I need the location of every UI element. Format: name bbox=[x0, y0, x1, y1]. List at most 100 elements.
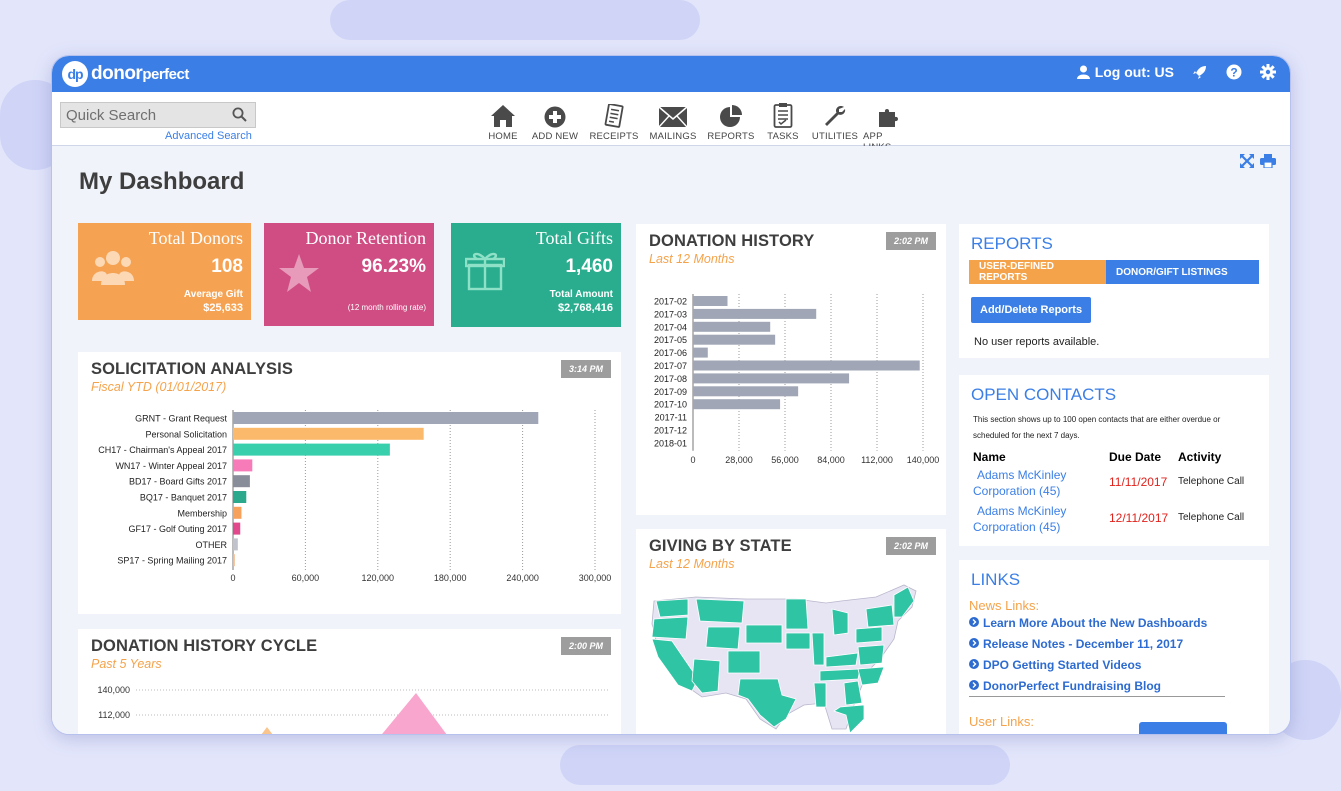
solicitation-analysis-card: SOLICITATION ANALYSIS Fiscal YTD (01/01/… bbox=[78, 352, 621, 614]
bar bbox=[693, 347, 708, 358]
state-texas bbox=[737, 678, 797, 728]
print-icon[interactable] bbox=[1260, 154, 1276, 173]
category-label: 2017-04 bbox=[654, 322, 687, 332]
expand-icon[interactable] bbox=[1240, 154, 1254, 173]
category-label: 2017-05 bbox=[654, 335, 687, 345]
nav-home[interactable]: HOME bbox=[481, 100, 525, 153]
category-label: BD17 - Board Gifts 2017 bbox=[129, 477, 227, 487]
contact-name-link[interactable]: Adams McKinley Corporation (45) bbox=[973, 504, 1067, 534]
tile-sub-label: Average Gift bbox=[183, 289, 243, 300]
card-title: DONATION HISTORY bbox=[649, 232, 815, 250]
category-label: CH17 - Chairman's Appeal 2017 bbox=[98, 445, 227, 455]
quick-search bbox=[60, 102, 256, 128]
state-new-england bbox=[893, 586, 915, 618]
dashboard-content: My Dashboard Total Donors 108 Average Gi… bbox=[52, 146, 1290, 734]
total-donors-tile[interactable]: Total Donors 108 Average Gift $25,633 bbox=[78, 223, 251, 320]
tile-title: Total Gifts bbox=[535, 228, 613, 248]
rocket-icon[interactable] bbox=[1192, 64, 1208, 80]
tile-title: Total Donors bbox=[148, 228, 243, 248]
state-colorado bbox=[727, 650, 761, 674]
column-header-due-date: Due Date bbox=[1109, 450, 1162, 464]
news-links-label: News Links: bbox=[969, 598, 1040, 613]
bar bbox=[233, 427, 424, 440]
bar bbox=[693, 296, 728, 306]
nav-mailings[interactable]: MAILINGS bbox=[643, 100, 703, 153]
logo-mark: dp bbox=[62, 61, 88, 87]
links-card: LINKS News Links: Learn More About the N… bbox=[959, 560, 1269, 734]
nav-add-new[interactable]: ADD NEW bbox=[525, 100, 585, 153]
tab-donor-gift-listings[interactable]: DONOR/GIFT LISTINGS bbox=[1106, 260, 1259, 284]
bar bbox=[233, 554, 235, 567]
bar bbox=[693, 373, 850, 384]
total-gifts-tile[interactable]: Total Gifts 1,460 Total Amount $2,768,41… bbox=[451, 223, 621, 327]
tab-user-defined-reports[interactable]: USER-DEFINED REPORTS bbox=[969, 260, 1106, 284]
y-tick-label: 112,000 bbox=[98, 710, 130, 720]
gear-icon[interactable] bbox=[1260, 64, 1276, 80]
search-icon[interactable] bbox=[232, 107, 247, 127]
bar bbox=[693, 399, 781, 410]
news-link[interactable]: DonorPerfect Fundraising Blog bbox=[969, 679, 1207, 693]
add-delete-reports-button[interactable]: Add/Delete Reports bbox=[971, 297, 1092, 323]
state-washington bbox=[655, 598, 689, 618]
x-tick-label: 0 bbox=[230, 573, 235, 583]
links-divider bbox=[969, 696, 1225, 697]
nav-utilities[interactable]: UTILITIES bbox=[807, 100, 863, 153]
category-label: 2017-08 bbox=[654, 374, 687, 384]
top-right-menu: Log out: US ? bbox=[1076, 64, 1276, 80]
news-link[interactable]: DPO Getting Started Videos bbox=[969, 658, 1207, 672]
news-links-list: Learn More About the New Dashboards Rele… bbox=[969, 616, 1207, 700]
card-title: DONATION HISTORY CYCLE bbox=[91, 637, 318, 655]
contacts-description: This section shows up to 100 open contac… bbox=[973, 415, 1221, 440]
y-tick-label: 140,000 bbox=[97, 685, 130, 695]
bar bbox=[233, 459, 253, 472]
reports-card: REPORTS USER-DEFINED REPORTS DONOR/GIFT … bbox=[959, 224, 1269, 358]
nav-tasks[interactable]: TASKS bbox=[759, 100, 807, 153]
logout-button[interactable]: Log out: US bbox=[1076, 64, 1174, 80]
empty-reports-text: No user reports available. bbox=[974, 336, 1100, 348]
user-links-button[interactable] bbox=[1139, 722, 1227, 734]
gift-icon bbox=[464, 249, 506, 296]
x-tick-label: 56,000 bbox=[771, 455, 799, 465]
wrench-icon bbox=[823, 100, 847, 128]
category-label: SP17 - Spring Mailing 2017 bbox=[117, 556, 227, 566]
page-title: My Dashboard bbox=[79, 168, 245, 195]
tile-title: Donor Retention bbox=[305, 228, 426, 248]
state-florida bbox=[833, 704, 865, 734]
donorperfect-logo[interactable]: dp donorperfect bbox=[62, 61, 189, 87]
nav-receipts[interactable]: RECEIPTS bbox=[585, 100, 643, 153]
category-label: Personal Solicitation bbox=[145, 429, 227, 439]
donor-retention-tile[interactable]: Donor Retention 96.23% (12 month rolling… bbox=[264, 223, 434, 326]
quick-search-input[interactable] bbox=[61, 103, 221, 127]
bar bbox=[693, 308, 817, 319]
state-michigan bbox=[831, 608, 849, 636]
help-icon[interactable]: ? bbox=[1226, 64, 1242, 80]
navigation-bar: Advanced Search HOME ADD NEW RECEIPTS MA… bbox=[52, 92, 1290, 153]
puzzle-icon bbox=[877, 100, 899, 128]
x-tick-label: 0 bbox=[690, 455, 695, 465]
chevron-circle-icon bbox=[969, 679, 979, 693]
x-tick-label: 84,000 bbox=[817, 455, 845, 465]
advanced-search-link[interactable]: Advanced Search bbox=[165, 130, 252, 142]
bar bbox=[233, 522, 241, 535]
timestamp-badge: 2:02 PM bbox=[885, 232, 936, 250]
state-illinois bbox=[811, 632, 825, 666]
background-stroke bbox=[560, 745, 1010, 785]
category-label: Membership bbox=[177, 508, 227, 518]
news-link[interactable]: Release Notes - December 11, 2017 bbox=[969, 637, 1207, 651]
news-link[interactable]: Learn More About the New Dashboards bbox=[969, 616, 1207, 630]
contact-due-date: 12/11/2017 bbox=[1109, 511, 1169, 525]
nav-reports[interactable]: REPORTS bbox=[703, 100, 759, 153]
dashboard-tools bbox=[1240, 154, 1276, 173]
area-series-pink bbox=[382, 693, 447, 734]
open-contacts-card: OPEN CONTACTS This section shows up to 1… bbox=[959, 375, 1269, 546]
contact-name-link[interactable]: Adams McKinley Corporation (45) bbox=[973, 468, 1067, 498]
category-label: 2017-02 bbox=[654, 297, 687, 307]
card-title: SOLICITATION ANALYSIS bbox=[91, 360, 293, 378]
state-new-york bbox=[865, 604, 895, 628]
people-icon bbox=[92, 249, 134, 292]
category-label: 2017-06 bbox=[654, 348, 687, 358]
star-icon bbox=[278, 253, 320, 298]
card-subtitle: Last 12 Months bbox=[649, 252, 735, 266]
bar bbox=[693, 360, 920, 371]
x-tick-label: 28,000 bbox=[725, 455, 753, 465]
